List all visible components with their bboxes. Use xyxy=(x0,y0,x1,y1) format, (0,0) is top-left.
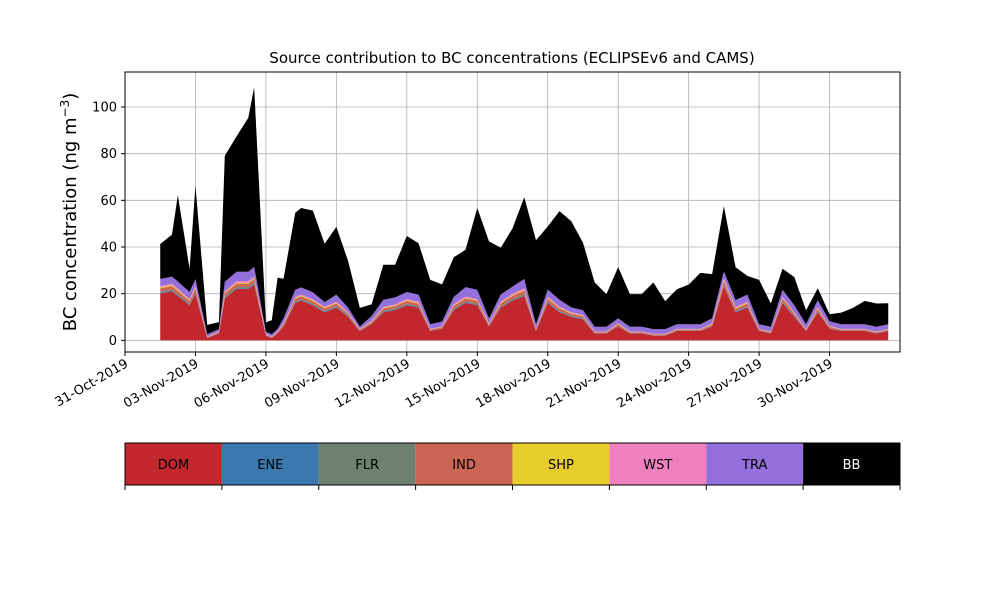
axes xyxy=(124,71,901,353)
legend-label-dom: DOM xyxy=(158,458,189,473)
y-tick-label: 40 xyxy=(100,241,117,256)
y-axis-label-close: ) xyxy=(60,93,81,100)
y-axis-label: BC concentration (ng m−3) xyxy=(58,93,81,332)
x-tick-label: 09-Nov-2019 xyxy=(262,356,342,411)
area-tra xyxy=(160,266,889,337)
x-tick-label: 12-Nov-2019 xyxy=(333,356,413,411)
x-tick-label: 24-Nov-2019 xyxy=(614,356,694,411)
x-tick-label: 15-Nov-2019 xyxy=(403,356,483,411)
x-tick-label: 18-Nov-2019 xyxy=(473,356,553,411)
y-tick-label: 80 xyxy=(100,147,117,162)
y-axis-label-text: BC concentration (ng m xyxy=(60,117,81,331)
legend-swatch-shp xyxy=(512,443,610,485)
legend-colorbar: DOM ENE FLR IND SHP WST TRA BB xyxy=(124,442,901,490)
x-tick-label: 03-Nov-2019 xyxy=(121,356,201,411)
plot-frame xyxy=(124,71,901,353)
legend-swatch-tra xyxy=(706,443,804,485)
x-tick-label: 30-Nov-2019 xyxy=(755,356,835,411)
y-tick-label: 0 xyxy=(109,334,117,349)
x-tick-label: 21-Nov-2019 xyxy=(544,356,624,411)
y-tick-label: 60 xyxy=(100,194,117,209)
chart-title: Source contribution to BC concentrations… xyxy=(269,49,754,67)
x-tick-label: 27-Nov-2019 xyxy=(685,356,765,411)
y-axis-ticks: 0 20 40 60 80 100 xyxy=(92,101,125,349)
legend-swatch-dom xyxy=(125,443,222,485)
legend-label-ene: ENE xyxy=(257,458,283,473)
y-tick-label: 100 xyxy=(92,101,117,116)
legend-label-shp: SHP xyxy=(548,458,574,473)
y-axis-label-superscript: −3 xyxy=(58,100,72,118)
x-tick-label: 06-Nov-2019 xyxy=(192,356,272,411)
legend-label-flr: FLR xyxy=(355,458,379,473)
area-dom xyxy=(160,284,889,341)
x-tick-label: 31-Oct-2019 xyxy=(53,356,131,410)
legend-swatch-wst xyxy=(609,443,707,485)
legend-label-ind: IND xyxy=(452,458,476,473)
legend-label-wst: WST xyxy=(643,458,672,473)
stacked-areas xyxy=(160,87,889,341)
legend-label-bb: BB xyxy=(843,458,861,473)
y-tick-label: 20 xyxy=(100,287,117,302)
legend-label-tra: TRA xyxy=(741,458,767,473)
x-axis-ticks: 31-Oct-201903-Nov-201906-Nov-201909-Nov-… xyxy=(53,352,836,411)
legend-swatch-ind xyxy=(415,443,513,485)
area-bb xyxy=(160,87,889,335)
legend-swatch-flr xyxy=(318,443,416,485)
legend-swatch-ene xyxy=(221,443,319,485)
legend-swatch-bb xyxy=(803,443,900,485)
